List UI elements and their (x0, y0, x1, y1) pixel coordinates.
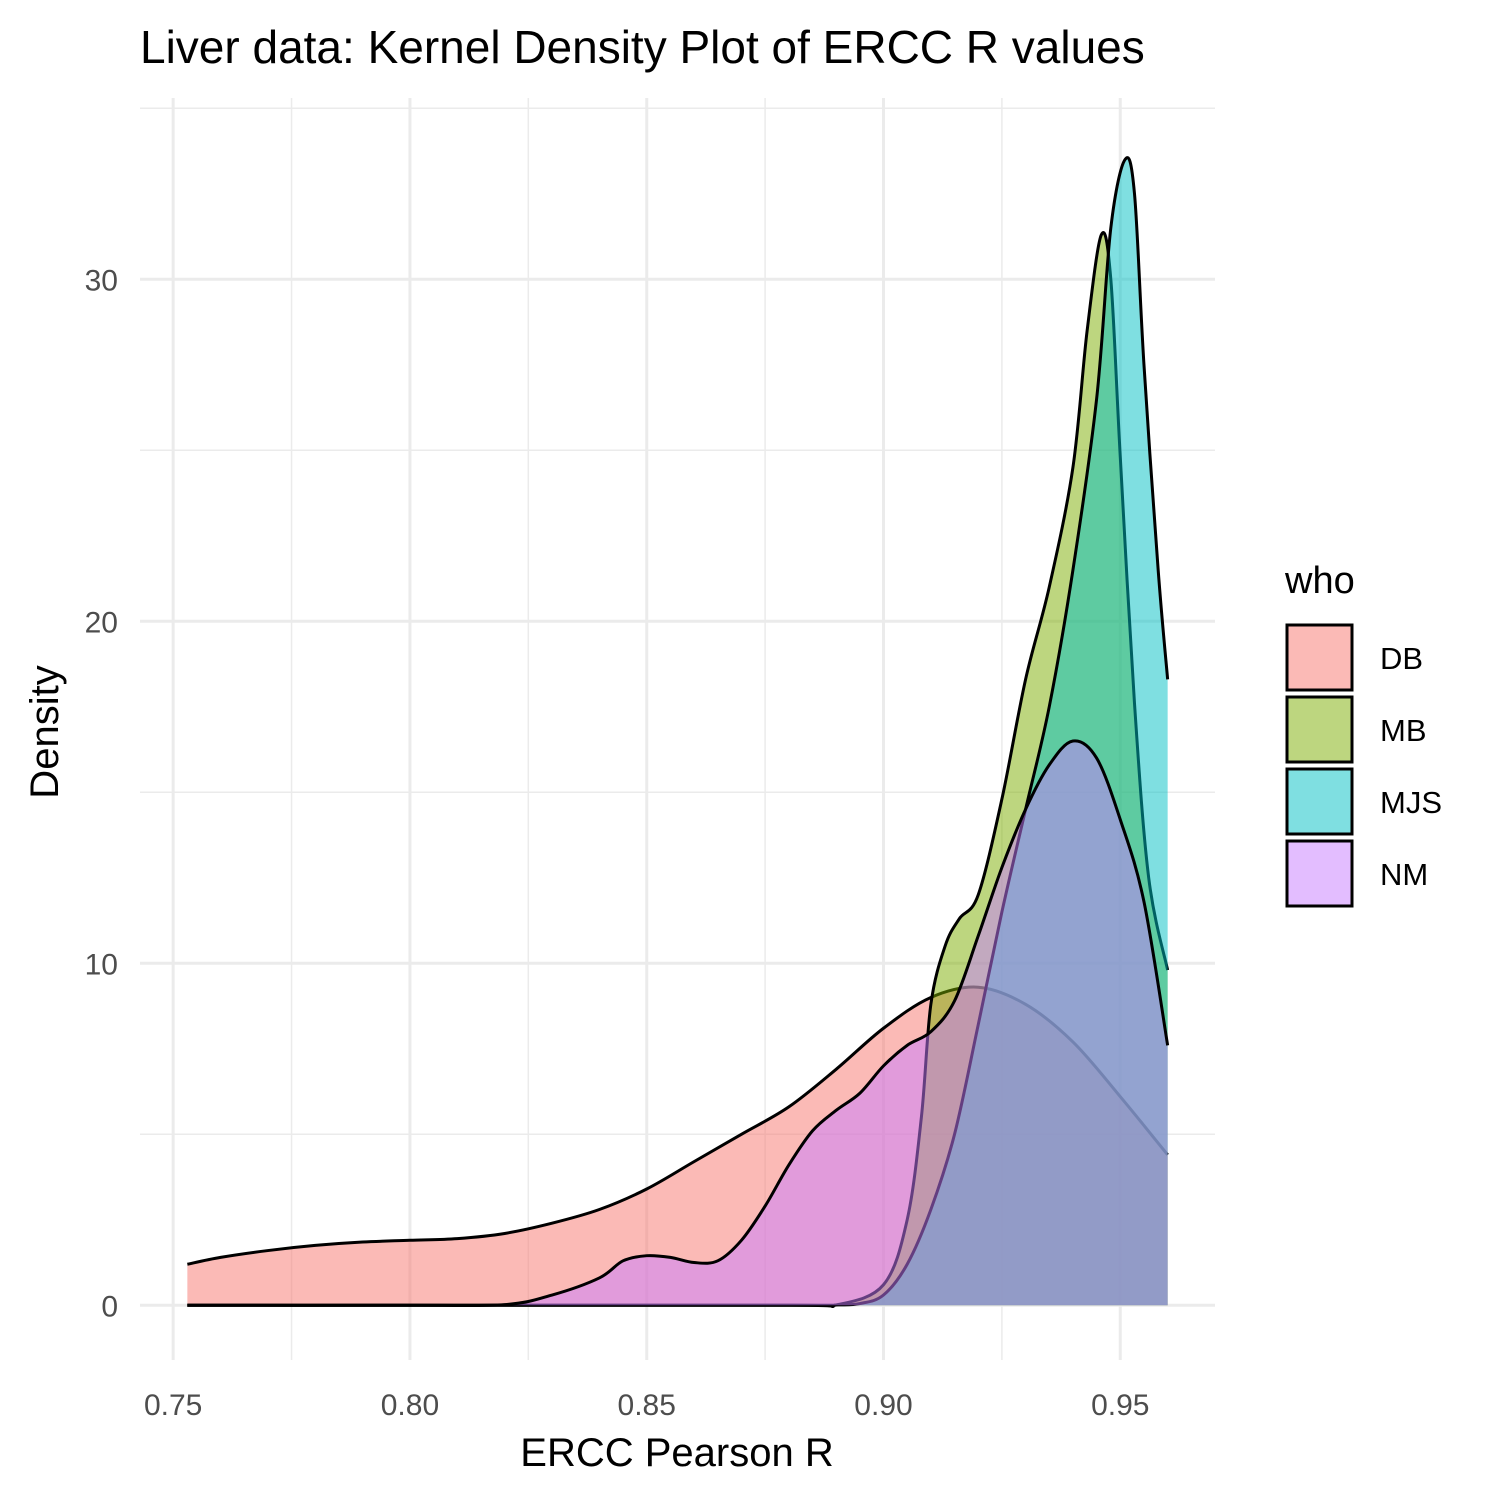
x-axis-title: ERCC Pearson R (520, 1431, 833, 1475)
chart-title: Liver data: Kernel Density Plot of ERCC … (140, 21, 1145, 73)
density-line-nm (187, 739, 1170, 1308)
y-tick-label: 10 (85, 948, 118, 981)
y-axis-title: Density (23, 665, 67, 798)
density-areas (187, 156, 1170, 1309)
x-tick-label: 0.90 (854, 1389, 912, 1422)
legend-swatch-db (1285, 623, 1354, 692)
x-axis-ticks: 0.75 0.80 0.85 0.90 0.95 (144, 1389, 1150, 1422)
x-tick-label: 0.85 (618, 1389, 676, 1422)
x-tick-label: 0.95 (1091, 1389, 1149, 1422)
legend: who DB MB MJS NM (1284, 560, 1442, 908)
legend-label-db: DB (1380, 641, 1423, 676)
y-axis-ticks: 0 10 20 30 (85, 264, 118, 1323)
density-fill-nm (187, 740, 1168, 1306)
x-tick-label: 0.80 (381, 1389, 439, 1422)
y-tick-label: 20 (85, 606, 118, 639)
x-tick-label: 0.75 (144, 1389, 202, 1422)
legend-swatch-mb (1285, 695, 1354, 764)
legend-swatch-nm (1285, 839, 1354, 908)
legend-swatch-mjs (1285, 767, 1354, 836)
legend-label-nm: NM (1380, 857, 1428, 892)
legend-label-mb: MB (1380, 713, 1427, 748)
y-tick-label: 30 (85, 264, 118, 297)
legend-title: who (1284, 560, 1355, 602)
y-tick-label: 0 (101, 1290, 118, 1323)
legend-label-mjs: MJS (1380, 785, 1442, 820)
